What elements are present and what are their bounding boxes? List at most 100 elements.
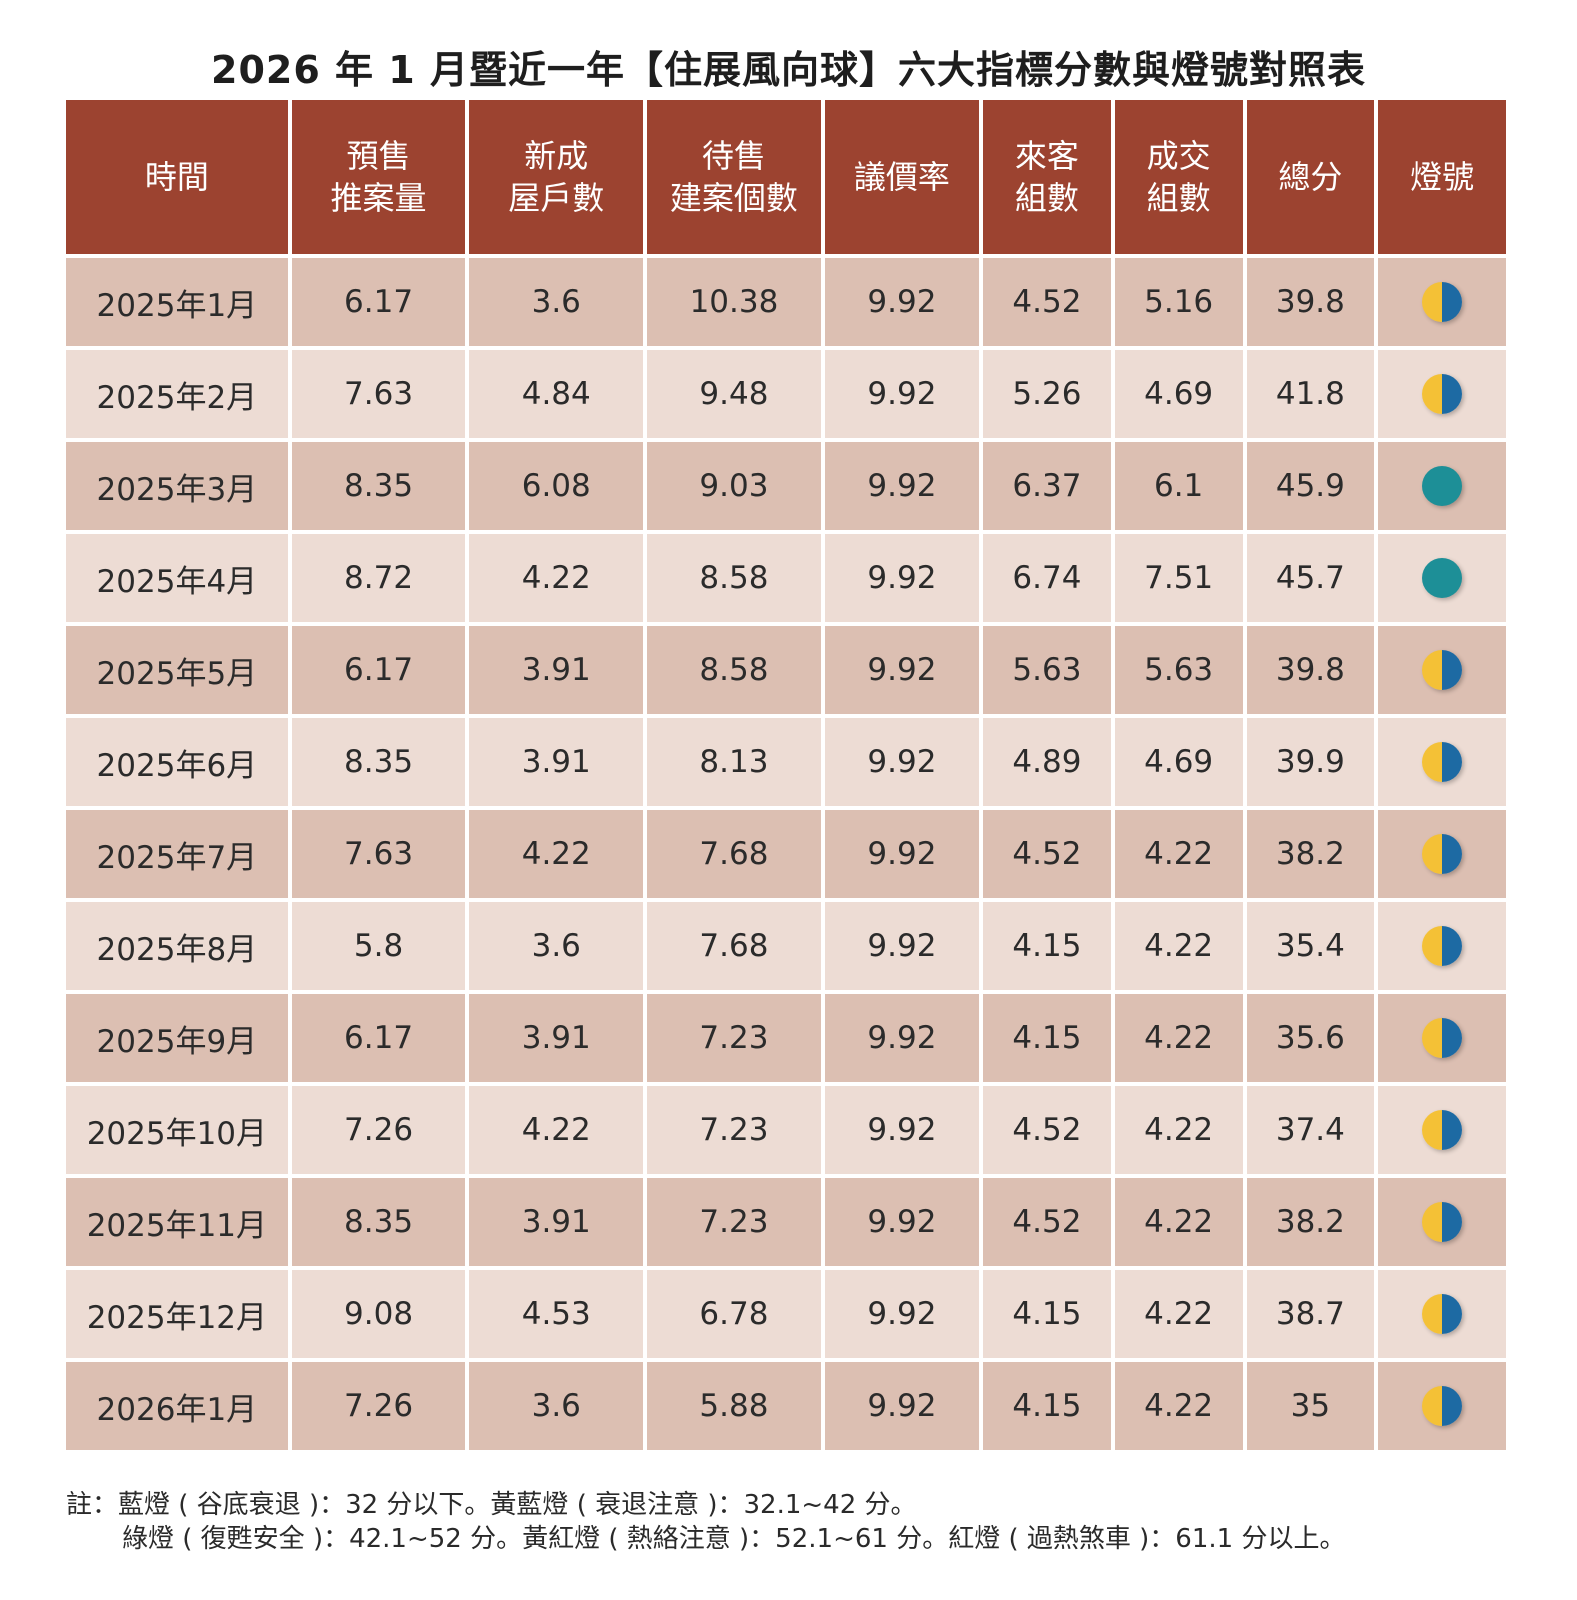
column-header-text: 推案量 (330, 179, 427, 217)
score-cell-total: 38.2 (1246, 810, 1375, 898)
score-cell-visitors: 4.15 (983, 994, 1111, 1082)
score-cell-visitors: 4.89 (983, 718, 1111, 806)
time-cell: 2025年12月 (66, 1270, 288, 1358)
score-cell-total: 39.9 (1246, 718, 1375, 806)
signal-cell (1378, 902, 1506, 990)
score-cell-visitors: 4.15 (983, 1362, 1111, 1450)
column-header-total: 總分 (1246, 100, 1375, 254)
table-row: 2025年6月 8.35 3.91 8.13 9.92 4.89 4.69 39.9 (66, 718, 1506, 806)
column-header-deals: 成交 組數 (1114, 100, 1243, 254)
note-line-1: 註：藍燈 ( 谷底衰退 )：32 分以下。黃藍燈 ( 衰退注意 )：32.1~4… (66, 1490, 917, 1520)
score-cell-total: 38.7 (1246, 1270, 1375, 1358)
yellow-blue-light-icon (1422, 1110, 1463, 1150)
column-header-text: 總分 (1278, 158, 1343, 196)
score-cell-presale: 7.63 (291, 810, 466, 898)
score-cell-visitors: 4.15 (983, 1270, 1111, 1358)
column-header-text: 屋戶數 (508, 179, 605, 217)
table-row: 2025年12月 9.08 4.53 6.78 9.92 4.15 4.22 38.7 (66, 1270, 1506, 1358)
column-header-text: 新成 (524, 137, 589, 175)
column-header-bargain: 議價率 (824, 100, 980, 254)
score-cell-deals: 4.22 (1114, 1086, 1243, 1174)
yellow-blue-light-icon (1422, 926, 1463, 966)
score-cell-visitors: 4.52 (983, 258, 1111, 346)
score-cell-new-house: 4.22 (469, 810, 644, 898)
score-cell-deals: 5.63 (1114, 626, 1243, 714)
column-header-signal: 燈號 (1378, 100, 1506, 254)
score-cell-total: 35.4 (1246, 902, 1375, 990)
time-cell: 2025年2月 (66, 350, 288, 438)
column-header-text: 成交 (1146, 137, 1211, 175)
signal-cell (1378, 1178, 1506, 1266)
column-header-visitors: 來客 組數 (983, 100, 1111, 254)
table-row: 2025年7月 7.63 4.22 7.68 9.92 4.52 4.22 38.2 (66, 810, 1506, 898)
table-header-row: 時間 預售 推案量 新成 屋戶數 待售 建案個數 議價率 來客 組數 成交 組數 總分 燈號 (66, 100, 1506, 254)
score-cell-total: 39.8 (1246, 626, 1375, 714)
note-line-2: 綠燈 ( 復甦安全 )：42.1~52 分。黃紅燈 ( 熱絡注意 )：52.1~… (122, 1524, 1346, 1554)
signal-cell (1378, 442, 1506, 530)
signal-cell (1378, 1086, 1506, 1174)
score-cell-bargain: 9.92 (824, 994, 980, 1082)
score-cell-deals: 4.22 (1114, 1178, 1243, 1266)
score-cell-deals: 6.1 (1114, 442, 1243, 530)
score-table: 時間 預售 推案量 新成 屋戶數 待售 建案個數 議價率 來客 組數 成交 組數 總分 燈號 2025年1… (62, 96, 1510, 1454)
score-cell-bargain: 9.92 (824, 718, 980, 806)
time-cell: 2025年6月 (66, 718, 288, 806)
time-cell: 2025年3月 (66, 442, 288, 530)
score-cell-new-house: 4.22 (469, 534, 644, 622)
score-cell-deals: 4.69 (1114, 350, 1243, 438)
score-cell-unsold: 7.23 (647, 994, 821, 1082)
score-cell-presale: 5.8 (291, 902, 466, 990)
table-row: 2025年1月 6.17 3.6 10.38 9.92 4.52 5.16 39.8 (66, 258, 1506, 346)
score-cell-total: 45.7 (1246, 534, 1375, 622)
green-light-icon (1422, 466, 1463, 506)
score-cell-new-house: 3.91 (469, 718, 644, 806)
score-cell-visitors: 6.74 (983, 534, 1111, 622)
score-cell-visitors: 5.63 (983, 626, 1111, 714)
table-row: 2025年4月 8.72 4.22 8.58 9.92 6.74 7.51 45.7 (66, 534, 1506, 622)
score-cell-unsold: 7.23 (647, 1178, 821, 1266)
score-cell-unsold: 6.78 (647, 1270, 821, 1358)
table-row: 2026年1月 7.26 3.6 5.88 9.92 4.15 4.22 35 (66, 1362, 1506, 1450)
table-body: 2025年1月 6.17 3.6 10.38 9.92 4.52 5.16 39.8 2025年… (66, 258, 1506, 1450)
score-cell-deals: 7.51 (1114, 534, 1243, 622)
score-cell-visitors: 4.15 (983, 902, 1111, 990)
column-header-text: 燈號 (1410, 158, 1475, 196)
signal-cell (1378, 626, 1506, 714)
score-cell-total: 45.9 (1246, 442, 1375, 530)
score-cell-total: 38.2 (1246, 1178, 1375, 1266)
score-cell-presale: 7.26 (291, 1362, 466, 1450)
column-header-text: 預售 (346, 137, 411, 175)
yellow-blue-light-icon (1422, 282, 1463, 322)
score-cell-unsold: 8.58 (647, 534, 821, 622)
signal-cell (1378, 1362, 1506, 1450)
column-header-new-house: 新成 屋戶數 (469, 100, 644, 254)
score-cell-unsold: 7.68 (647, 810, 821, 898)
score-cell-presale: 8.35 (291, 1178, 466, 1266)
table-row: 2025年8月 5.8 3.6 7.68 9.92 4.15 4.22 35.4 (66, 902, 1506, 990)
score-cell-new-house: 4.53 (469, 1270, 644, 1358)
score-cell-deals: 4.22 (1114, 994, 1243, 1082)
column-header-text: 議價率 (853, 158, 950, 196)
score-cell-deals: 4.22 (1114, 1362, 1243, 1450)
time-cell: 2025年8月 (66, 902, 288, 990)
score-cell-bargain: 9.92 (824, 1086, 980, 1174)
score-cell-deals: 4.22 (1114, 902, 1243, 990)
score-cell-bargain: 9.92 (824, 1362, 980, 1450)
time-cell: 2025年10月 (66, 1086, 288, 1174)
score-cell-new-house: 6.08 (469, 442, 644, 530)
score-cell-unsold: 10.38 (647, 258, 821, 346)
score-cell-presale: 8.35 (291, 442, 466, 530)
score-cell-presale: 6.17 (291, 994, 466, 1082)
score-cell-new-house: 4.22 (469, 1086, 644, 1174)
score-cell-new-house: 3.6 (469, 902, 644, 990)
score-cell-new-house: 3.91 (469, 994, 644, 1082)
score-cell-bargain: 9.92 (824, 442, 980, 530)
score-cell-deals: 4.69 (1114, 718, 1243, 806)
score-cell-unsold: 8.58 (647, 626, 821, 714)
score-cell-visitors: 4.52 (983, 810, 1111, 898)
signal-cell (1378, 534, 1506, 622)
score-cell-unsold: 8.13 (647, 718, 821, 806)
score-cell-visitors: 4.52 (983, 1086, 1111, 1174)
score-cell-unsold: 9.48 (647, 350, 821, 438)
score-cell-deals: 4.22 (1114, 810, 1243, 898)
